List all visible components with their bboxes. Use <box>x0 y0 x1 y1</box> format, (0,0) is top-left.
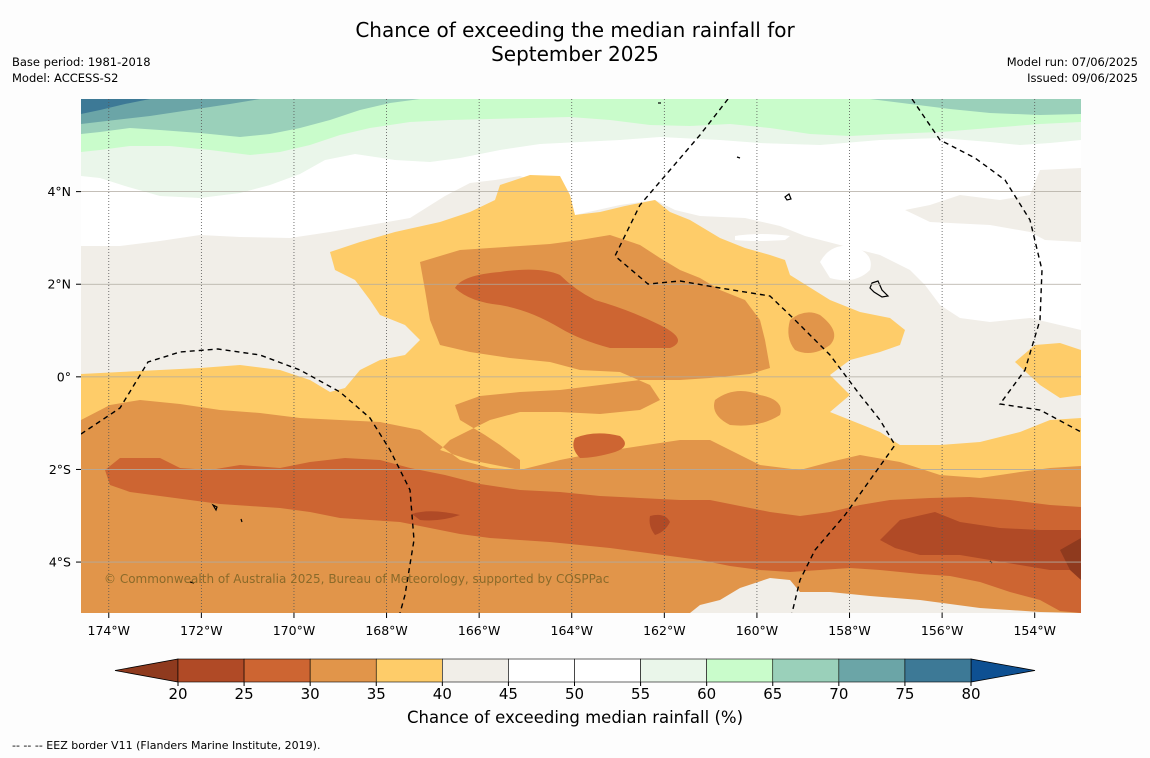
lon-label: 166°W <box>458 623 500 638</box>
lat-axis-labels: 4°N 2°N 0° 2°S 4°S <box>47 184 81 570</box>
band-20-25-east <box>880 512 1081 570</box>
colorbar-extend-high <box>970 658 1036 683</box>
lon-label: 154°W <box>1013 623 1055 638</box>
colorbar-segment <box>508 658 575 683</box>
colorbar-segment <box>838 658 906 683</box>
lon-label: 174°W <box>88 623 130 638</box>
white-patch-1 <box>820 245 871 281</box>
copyright-text: © Commonwealth of Australia 2025, Bureau… <box>104 572 609 586</box>
lon-label: 168°W <box>365 623 407 638</box>
meta-left: Base period: 1981-2018 Model: ACCESS-S2 <box>12 54 151 86</box>
lon-label: 162°W <box>643 623 685 638</box>
colorbar-tick-label: 70 <box>829 685 848 703</box>
band-70-75 <box>81 99 260 124</box>
colorbar-segment <box>574 658 641 683</box>
colorbar-tick-label: 40 <box>433 685 452 703</box>
map-title: Chance of exceeding the median rainfall … <box>0 18 1150 66</box>
colorbar-tick-label: 35 <box>367 685 386 703</box>
colorbar-segment <box>772 658 840 683</box>
map-plot-area: © Commonwealth of Australia 2025, Bureau… <box>81 99 1081 613</box>
colorbar-tick-label: 50 <box>565 685 584 703</box>
lon-label: 160°W <box>736 623 778 638</box>
title-line-2: September 2025 <box>491 42 659 66</box>
colorbar-tick-label: 65 <box>763 685 782 703</box>
band-30-35-patch-a <box>714 391 781 426</box>
lon-label: 170°W <box>273 623 315 638</box>
band-30-35-patch-b <box>788 312 835 354</box>
lon-axis-labels: 174°W 172°W 170°W 168°W 166°W 164°W 162°W 160°W… <box>88 613 1056 638</box>
colorbar-tick-label: 45 <box>499 685 518 703</box>
colorbar-tick-label: 30 <box>301 685 320 703</box>
colorbar-segment <box>706 658 774 683</box>
lat-label: 0° <box>57 369 71 384</box>
eez-footnote: -- -- -- EEZ border V11 (Flanders Marine… <box>12 739 321 752</box>
base-period-text: Base period: 1981-2018 <box>12 55 151 69</box>
issued-text: Issued: 09/06/2025 <box>1027 71 1138 85</box>
colorbar: 20 25 30 35 40 45 50 55 60 65 70 75 80 <box>114 658 1036 703</box>
eez-central <box>614 99 896 613</box>
eez-borders <box>81 99 1081 613</box>
band-65-70-east <box>870 99 1081 115</box>
colorbar-segment <box>640 658 707 683</box>
colorbar-segment <box>243 658 311 683</box>
lat-label: 2°N <box>47 277 71 292</box>
band-35-40-east <box>1015 343 1081 398</box>
band-below-20 <box>1060 538 1081 580</box>
colorbar-title: Chance of exceeding median rainfall (%) <box>406 708 744 727</box>
lon-label: 156°W <box>921 623 963 638</box>
island-1 <box>784 193 792 201</box>
lon-label: 158°W <box>828 623 870 638</box>
band-25-30-patch <box>573 433 625 458</box>
white-patch-3 <box>335 179 365 183</box>
island-5 <box>736 156 741 159</box>
white-patch-2 <box>735 234 790 241</box>
lat-label: 4°S <box>49 555 71 570</box>
band-20-25-small-b <box>649 514 670 535</box>
colorbar-tick-label: 80 <box>961 685 980 703</box>
gridlines <box>81 99 1081 613</box>
colorbar-segment <box>309 658 377 683</box>
lon-label: 164°W <box>551 623 593 638</box>
colorbar-tick-label: 20 <box>168 685 187 703</box>
band-20-25-small-a <box>412 511 460 521</box>
lat-label: 2°S <box>49 462 71 477</box>
island-7 <box>189 581 195 584</box>
colorbar-tick-label: 60 <box>697 685 716 703</box>
model-text: Model: ACCESS-S2 <box>12 71 119 85</box>
colorbar-tick-label: 25 <box>235 685 254 703</box>
title-line-1: Chance of exceeding the median rainfall … <box>355 18 795 42</box>
band-25-30 <box>105 458 1081 613</box>
lat-label: 4°N <box>47 184 71 199</box>
band-25-30-north <box>455 269 678 348</box>
colorbar-segment <box>904 658 972 683</box>
colorbar-segment <box>375 658 443 683</box>
island-8 <box>240 518 243 523</box>
band-75-80 <box>81 99 150 114</box>
meta-right: Model run: 07/06/2025 Issued: 09/06/2025 <box>1007 54 1138 86</box>
colorbar-tick-label: 75 <box>895 685 914 703</box>
island-3 <box>211 503 218 512</box>
colorbar-segment <box>177 658 245 683</box>
eez-west <box>81 348 415 613</box>
colorbar-tick-label: 55 <box>631 685 650 703</box>
colorbar-segment <box>442 658 509 683</box>
eez-east <box>911 99 1081 433</box>
lon-label: 172°W <box>180 623 222 638</box>
colorbar-extend-low <box>114 658 179 683</box>
model-run-text: Model run: 07/06/2025 <box>1006 55 1138 69</box>
island-2 <box>869 280 890 298</box>
